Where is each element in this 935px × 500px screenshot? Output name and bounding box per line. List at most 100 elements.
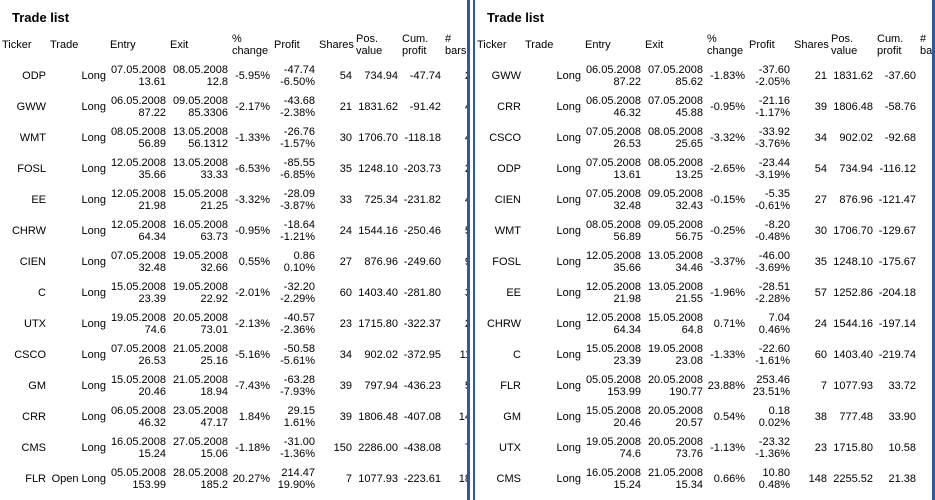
- pos-value: 1806.48: [358, 410, 398, 423]
- profit: -31.00: [283, 435, 315, 448]
- cell: Long: [48, 153, 108, 184]
- trade-row: UTX Long 19.05.2008 74.6 20.05.2008 73.01 -2.1…: [0, 308, 467, 339]
- shares: 21: [339, 100, 352, 113]
- entry-date: 15.05.2008: [110, 373, 166, 386]
- cell: -5.95%: [230, 60, 272, 91]
- cell: 27: [317, 246, 354, 277]
- shares: 35: [339, 162, 352, 175]
- exit-price: 64.8: [681, 323, 703, 336]
- column-header: Shares: [319, 39, 354, 51]
- cell: 19.05.2008 22.92: [168, 277, 230, 308]
- ticker: CHRW: [486, 317, 521, 330]
- exit-date: 09.05.2008: [647, 187, 703, 200]
- ticker: FOSL: [492, 255, 521, 268]
- cell: -6.53%: [230, 153, 272, 184]
- exit-date: 16.05.2008: [172, 218, 228, 231]
- ticker: CIEN: [19, 255, 46, 268]
- trade-row: CHRW Long 12.05.2008 64.34 16.05.2008 63.73 -0…: [0, 215, 467, 246]
- entry-price: 32.48: [138, 261, 166, 274]
- pos-value: 1715.80: [833, 441, 873, 454]
- entry-date: 19.05.2008: [585, 435, 641, 448]
- cell: 2: [918, 60, 932, 91]
- cum-profit: -118.18: [404, 131, 442, 144]
- shares: 39: [814, 100, 827, 113]
- shares: 57: [814, 286, 827, 299]
- cell: -129.67: [875, 215, 918, 246]
- cell: 19.05.2008 74.6: [108, 308, 168, 339]
- cell: -2.13%: [230, 308, 272, 339]
- cum-profit: -37.60: [884, 69, 916, 82]
- trade: Long: [81, 131, 106, 144]
- trade: Long: [556, 162, 581, 175]
- cell: 7: [443, 432, 467, 463]
- cell: 07.05.2008 26.53: [583, 122, 643, 153]
- cell: 20.05.2008 73.76: [643, 432, 705, 463]
- cell: 24: [317, 215, 354, 246]
- exit-price: 73.76: [675, 447, 703, 460]
- bars: 2: [920, 163, 932, 175]
- cell: 902.02: [354, 339, 400, 370]
- profit-pct: 23.51%: [752, 385, 790, 398]
- cell: -1.96%: [705, 277, 747, 308]
- cell: Long: [48, 122, 108, 153]
- change: 20.27%: [232, 472, 270, 485]
- cell: 2: [443, 60, 467, 91]
- trade-row: FLR Long 05.05.2008 153.99 20.05.2008 190.77 2…: [475, 370, 932, 401]
- cell: -92.68: [875, 122, 918, 153]
- cell: 15.05.2008 64.8: [643, 308, 705, 339]
- cum-profit: -58.76: [884, 100, 916, 113]
- cell: 23.05.2008 47.17: [168, 401, 230, 432]
- ticker: CIEN: [494, 193, 521, 206]
- cell: 2: [918, 122, 932, 153]
- cell: 4: [443, 91, 467, 122]
- entry-price: 26.53: [613, 137, 641, 150]
- column-header: Profit: [274, 39, 300, 51]
- bars: 2: [920, 287, 932, 299]
- exit-price: 21.55: [675, 292, 703, 305]
- entry-date: 05.05.2008: [585, 373, 641, 386]
- cum-profit: -121.47: [878, 193, 916, 206]
- exit-price: 25.65: [675, 137, 703, 150]
- exit-date: 19.05.2008: [172, 249, 228, 262]
- entry-date: 19.05.2008: [110, 311, 166, 324]
- cell: Long: [523, 432, 583, 463]
- cell: 18: [443, 463, 467, 494]
- cell: Long: [48, 370, 108, 401]
- change: -0.25%: [710, 224, 745, 237]
- pos-value: 1706.70: [833, 224, 873, 237]
- bars: 5: [445, 225, 467, 237]
- cell: 4: [918, 308, 932, 339]
- header-row: Ticker Trade Entry Exit % change Profit Shares…: [0, 30, 467, 60]
- cell: 30: [317, 122, 354, 153]
- profit: -18.64: [283, 218, 315, 231]
- entry-date: 07.05.2008: [585, 187, 641, 200]
- ticker: CMS: [21, 441, 46, 454]
- cell: -43.68 -2.38%: [272, 91, 317, 122]
- cell: 4: [918, 401, 932, 432]
- cell: 2: [918, 91, 932, 122]
- exit-price: 22.92: [200, 292, 228, 305]
- entry-price: 21.98: [138, 199, 166, 212]
- shares: 7: [345, 472, 352, 485]
- exit-date: 23.05.2008: [172, 404, 228, 417]
- cum-profit: -438.08: [403, 441, 441, 454]
- cell: 1252.86: [829, 277, 875, 308]
- cell: 15.05.2008 21.25: [168, 184, 230, 215]
- cum-profit: -231.82: [403, 193, 441, 206]
- cell: 20.27%: [230, 463, 272, 494]
- column-header: Ticker: [477, 39, 507, 51]
- cell: -249.60: [400, 246, 443, 277]
- cell: Long: [523, 60, 583, 91]
- pos-value: 1248.10: [358, 162, 398, 175]
- cell: 33.72: [875, 370, 918, 401]
- entry-price: 153.99: [607, 385, 641, 398]
- trade: Long: [556, 193, 581, 206]
- profit-pct: -1.61%: [755, 354, 790, 367]
- cell: -436.23: [400, 370, 443, 401]
- column-header: Pos. value: [356, 33, 383, 57]
- exit-date: 13.05.2008: [172, 156, 228, 169]
- shares: 27: [814, 193, 827, 206]
- shares: 39: [339, 410, 352, 423]
- ticker: CSCO: [14, 348, 46, 361]
